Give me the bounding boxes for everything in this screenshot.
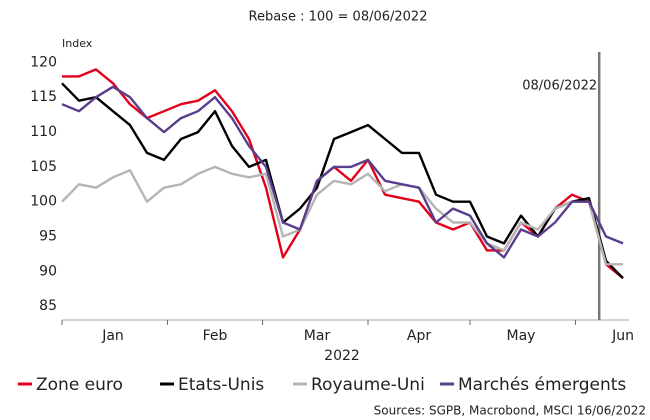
series-line	[61, 165, 623, 266]
y-tick-label: 90	[39, 263, 57, 279]
legend-label: Etats-Unis	[178, 375, 264, 395]
y-tick-label: 95	[39, 228, 57, 244]
y-tick-label: 100	[30, 194, 57, 210]
y-tick-label: 110	[30, 124, 57, 140]
y-tick-label: 105	[30, 159, 57, 175]
series-line	[61, 82, 624, 280]
series-line	[61, 85, 624, 259]
series-line	[62, 68, 624, 280]
legend-label: Zone euro	[36, 375, 123, 395]
legend-label: Royaume-Uni	[311, 375, 425, 395]
y-axis-label: Index	[62, 37, 93, 50]
y-tick-label: 120	[30, 54, 57, 70]
x-tick-label: Mar	[304, 328, 331, 344]
source: Sources: SGPB, Macrobond, MSCI 16/06/202…	[374, 404, 646, 418]
x-tick-label: Apr	[407, 328, 431, 344]
y-tick-label: 115	[30, 89, 57, 105]
x-tick-label: Feb	[203, 328, 228, 344]
x-tick-label: Jun	[611, 328, 634, 344]
x-tick-label: May	[507, 328, 536, 344]
legend-label: Marchés émergents	[458, 375, 626, 395]
chart-subtitle: Rebase : 100 = 08/06/2022	[249, 10, 428, 25]
x-tick-label: Jan	[101, 328, 124, 344]
x-axis-label: 2022	[324, 348, 360, 364]
annotation: 08/06/2022	[522, 79, 597, 94]
y-tick-label: 85	[39, 298, 57, 314]
